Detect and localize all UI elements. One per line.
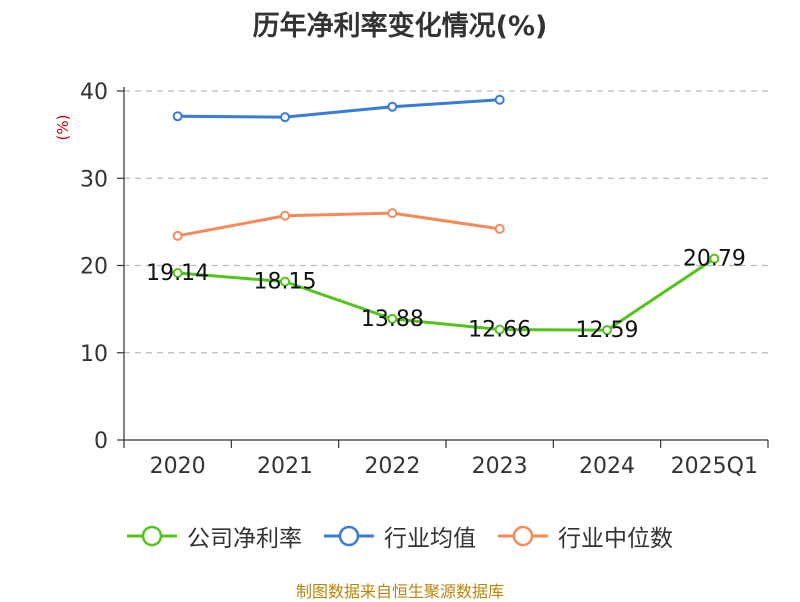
data-label: 13.88: [361, 307, 424, 332]
legend-item[interactable]: 公司净利率: [127, 519, 302, 553]
x-tick-label: 2025Q1: [671, 454, 758, 479]
y-tick-label: 0: [94, 429, 108, 454]
y-tick-label: 40: [80, 80, 108, 105]
series-line-2: [177, 211, 500, 238]
data-point: [172, 230, 183, 241]
legend-label: 公司净利率: [187, 526, 302, 552]
data-point: [387, 101, 398, 112]
data-point: [172, 268, 183, 279]
data-label: 18.15: [254, 270, 317, 295]
series-line-0: [177, 257, 716, 332]
data-point: [494, 324, 505, 335]
x-tick-label: 2022: [364, 454, 420, 479]
source-note: 制图数据来自恒生聚源数据库: [295, 582, 504, 601]
y-tick-label: 20: [80, 255, 108, 280]
data-point: [387, 313, 398, 324]
legend-item[interactable]: 行业均值: [324, 519, 476, 553]
legend-item[interactable]: 行业中位数: [498, 519, 673, 553]
y-tick-label: 10: [80, 342, 108, 367]
legend-swatch-icon: [127, 525, 177, 547]
x-tick-label: 2023: [472, 454, 528, 479]
x-tick-label: 2024: [579, 454, 635, 479]
data-point: [280, 112, 290, 123]
data-point: [172, 111, 183, 122]
data-label: 12.66: [468, 318, 531, 343]
legend-swatch-icon: [324, 525, 374, 547]
x-tick-label: 2021: [257, 454, 313, 479]
y-tick-label: 30: [80, 167, 108, 192]
legend-label: 行业均值: [384, 526, 476, 552]
data-label: 19.14: [146, 261, 209, 286]
data-point: [280, 276, 290, 287]
chart-title: 历年净利率变化情况(%): [252, 11, 548, 42]
legend: 公司净利率 行业均值 行业中位数: [0, 516, 800, 556]
legend-label: 行业中位数: [558, 526, 673, 552]
data-point: [494, 94, 505, 105]
y-axis-label: (%): [54, 115, 72, 141]
data-point: [280, 210, 290, 221]
data-point: [387, 208, 398, 219]
data-point: [602, 325, 612, 336]
data-point: [494, 223, 505, 234]
data-point: [709, 253, 720, 264]
data-label: 20.79: [683, 247, 746, 272]
legend-swatch-icon: [498, 525, 548, 547]
data-label: 12.59: [576, 318, 639, 343]
x-tick-label: 2020: [150, 454, 206, 479]
series-line-1: [177, 98, 500, 119]
